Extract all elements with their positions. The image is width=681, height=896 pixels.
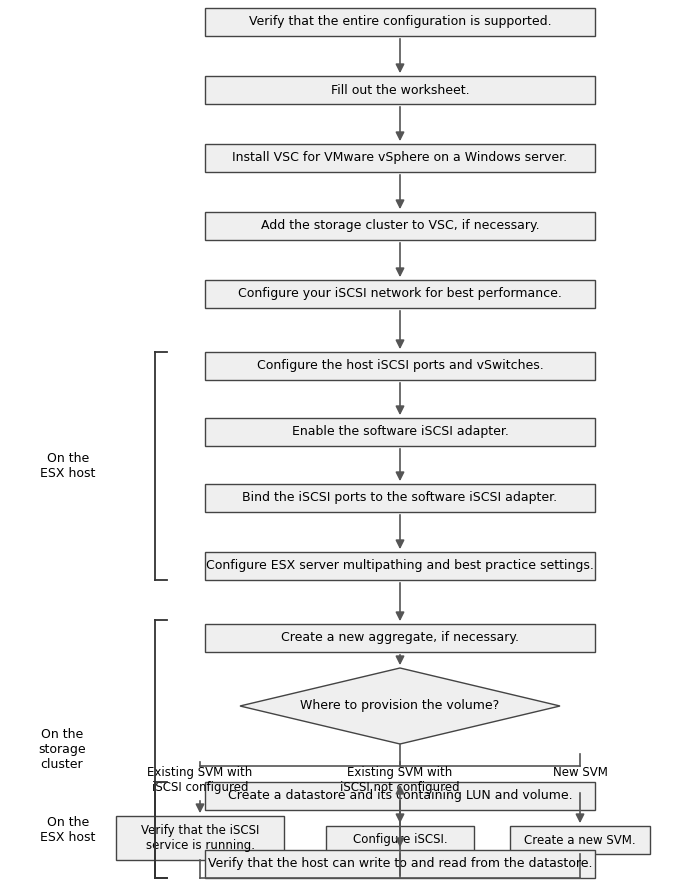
Bar xyxy=(205,484,595,512)
Text: On the
ESX host: On the ESX host xyxy=(40,816,96,844)
Text: Configure iSCSI.: Configure iSCSI. xyxy=(353,833,447,847)
Text: Where to provision the volume?: Where to provision the volume? xyxy=(300,700,500,712)
Bar xyxy=(205,418,595,446)
Text: Fill out the worksheet.: Fill out the worksheet. xyxy=(331,83,469,97)
Bar xyxy=(205,850,595,878)
Bar xyxy=(205,280,595,308)
Text: Configure ESX server multipathing and best practice settings.: Configure ESX server multipathing and be… xyxy=(206,559,594,573)
Text: On the
storage
cluster: On the storage cluster xyxy=(38,728,86,771)
Bar xyxy=(510,826,650,854)
Text: Verify that the entire configuration is supported.: Verify that the entire configuration is … xyxy=(249,15,552,29)
Text: Enable the software iSCSI adapter.: Enable the software iSCSI adapter. xyxy=(291,426,509,438)
Text: Install VSC for VMware vSphere on a Windows server.: Install VSC for VMware vSphere on a Wind… xyxy=(232,151,567,165)
Text: On the
ESX host: On the ESX host xyxy=(40,452,96,480)
Text: Bind the iSCSI ports to the software iSCSI adapter.: Bind the iSCSI ports to the software iSC… xyxy=(242,492,558,504)
Text: Verify that the iSCSI
service is running.: Verify that the iSCSI service is running… xyxy=(141,824,259,852)
Text: Configure the host iSCSI ports and vSwitches.: Configure the host iSCSI ports and vSwit… xyxy=(257,359,543,373)
Text: New SVM: New SVM xyxy=(552,765,607,779)
Bar xyxy=(205,352,595,380)
Text: Create a datastore and its containing LUN and volume.: Create a datastore and its containing LU… xyxy=(227,789,572,803)
Bar xyxy=(205,8,595,36)
Text: Create a new aggregate, if necessary.: Create a new aggregate, if necessary. xyxy=(281,632,519,644)
Bar xyxy=(205,624,595,652)
Bar xyxy=(205,552,595,580)
Text: Add the storage cluster to VSC, if necessary.: Add the storage cluster to VSC, if neces… xyxy=(261,220,539,232)
Bar xyxy=(205,212,595,240)
Text: Existing SVM with
iSCSI configured: Existing SVM with iSCSI configured xyxy=(147,766,253,794)
Bar xyxy=(326,826,474,854)
Bar xyxy=(205,782,595,810)
Text: Configure your iSCSI network for best performance.: Configure your iSCSI network for best pe… xyxy=(238,288,562,300)
Text: Existing SVM with
iSCSI not configured: Existing SVM with iSCSI not configured xyxy=(340,766,460,794)
Bar xyxy=(116,816,284,860)
Text: Verify that the host can write to and read from the datastore.: Verify that the host can write to and re… xyxy=(208,857,592,871)
Text: Create a new SVM.: Create a new SVM. xyxy=(524,833,636,847)
Polygon shape xyxy=(240,668,560,744)
Bar xyxy=(205,76,595,104)
Bar xyxy=(205,144,595,172)
